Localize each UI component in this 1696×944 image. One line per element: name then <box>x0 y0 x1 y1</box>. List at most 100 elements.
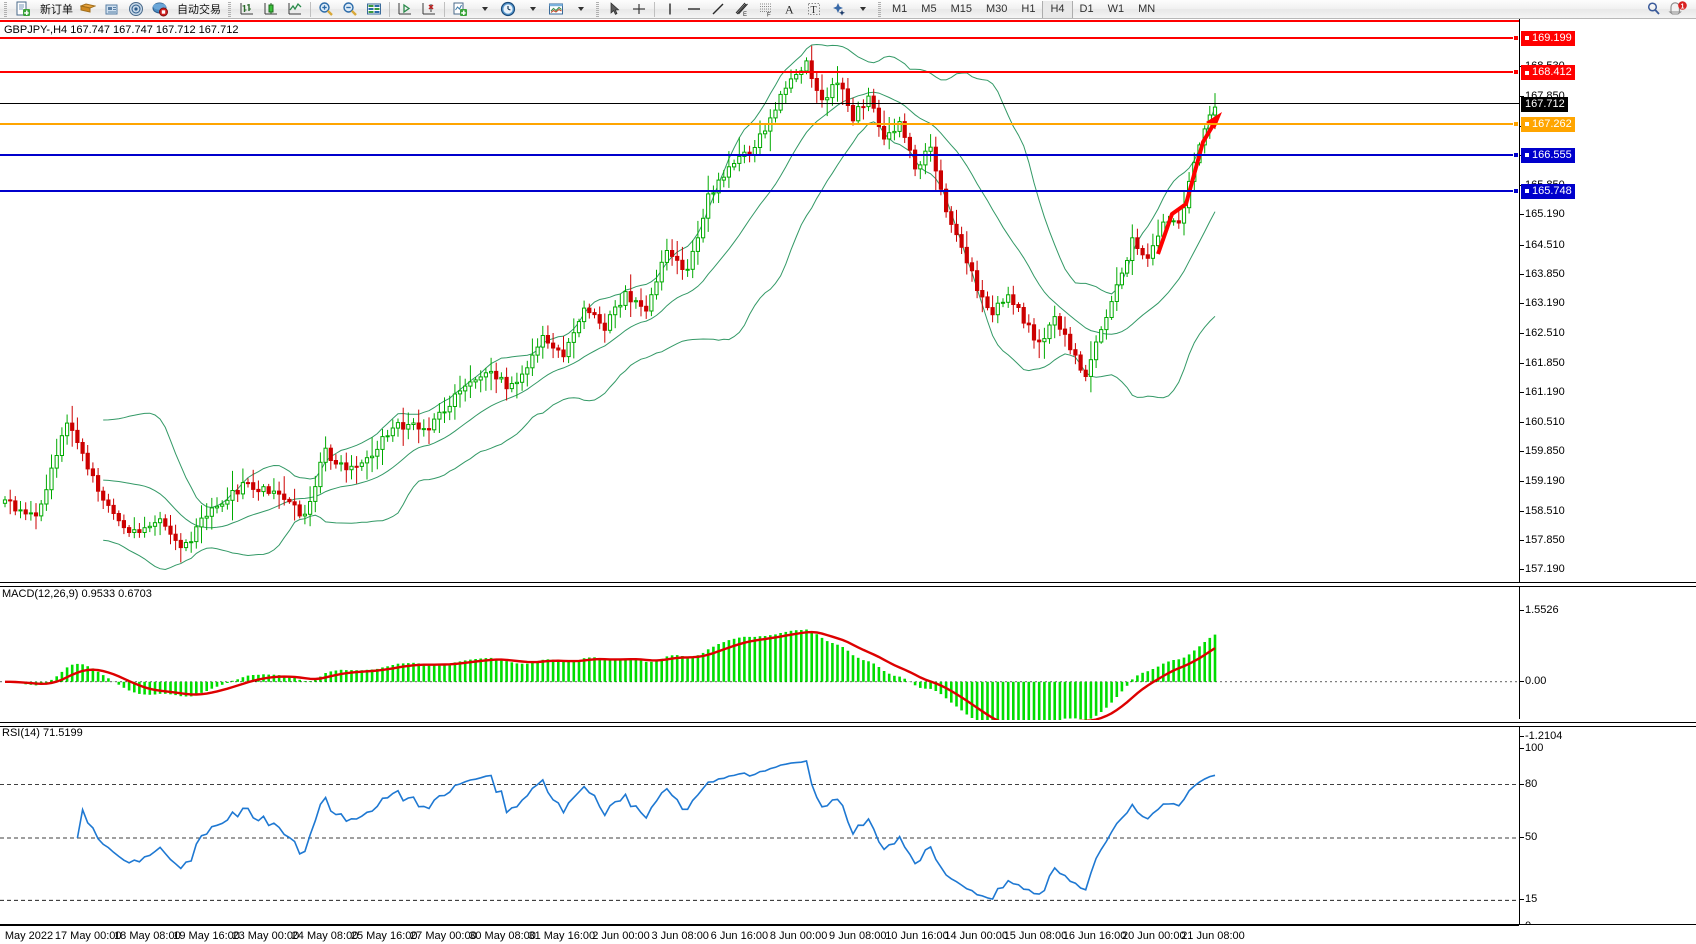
price-tick: 159.190 <box>1520 475 1696 487</box>
level-label-pivot[interactable]: 167.262 <box>1521 116 1575 132</box>
level-label-current-price[interactable]: 167.712 <box>1521 96 1568 112</box>
level-line-resistance-2[interactable] <box>0 69 1519 76</box>
level-line-current-price[interactable] <box>0 102 1519 104</box>
new-order-button[interactable]: 新订单 <box>40 3 73 16</box>
tick-dash <box>1520 540 1524 542</box>
tick-dash <box>1520 214 1524 216</box>
price-tick: 160.510 <box>1520 416 1696 428</box>
toolbar-grip-3[interactable] <box>594 1 601 17</box>
text-label-icon[interactable]: A <box>778 0 802 18</box>
level-line-resistance-1[interactable] <box>0 34 1519 41</box>
objects-list-dropdown[interactable] <box>850 0 874 18</box>
tick-dash <box>1520 303 1524 305</box>
level-line-support-2[interactable] <box>0 187 1519 194</box>
timeframe-m1[interactable]: M1 <box>892 3 908 15</box>
timeframe-m5[interactable]: M5 <box>921 3 937 15</box>
horizontal-line-icon[interactable] <box>682 0 706 18</box>
templates-icon[interactable] <box>544 0 568 18</box>
bar-chart-icon[interactable] <box>235 0 259 18</box>
signals-icon[interactable] <box>124 0 148 18</box>
news-icon[interactable] <box>100 0 124 18</box>
tick-dash <box>1520 569 1524 571</box>
level-handle[interactable] <box>1513 187 1519 194</box>
add-indicator-icon[interactable] <box>448 0 472 18</box>
time-label: 17 May 00:00 <box>54 930 122 942</box>
objects-list-icon[interactable] <box>826 0 850 18</box>
tick-dash <box>1520 391 1524 393</box>
time-label: 8 Jun 00:00 <box>769 930 828 942</box>
data-window-icon[interactable] <box>362 0 386 18</box>
period-dropdown[interactable] <box>520 0 544 18</box>
timeframe-d1[interactable]: D1 <box>1079 3 1094 15</box>
tick-dash <box>1520 333 1524 335</box>
time-axis[interactable]: May 2022 17 May 00:00 18 May 08:00 19 May 1… <box>0 924 1696 944</box>
tick-dash <box>1520 244 1524 246</box>
level-handle[interactable] <box>1513 151 1519 158</box>
tick-dash <box>1520 736 1524 737</box>
time-label: 31 May 16:00 <box>528 930 596 942</box>
chevron-down-icon <box>860 7 866 11</box>
svg-text:T: T <box>811 5 817 16</box>
level-handle[interactable] <box>1513 69 1519 76</box>
macd-plot[interactable] <box>0 587 1519 720</box>
level-label-support-1[interactable]: 166.555 <box>1521 147 1575 163</box>
zoom-out-icon[interactable] <box>338 0 362 18</box>
auto-trading-icon[interactable] <box>148 0 172 18</box>
rsi-tick: 50 <box>1520 831 1696 843</box>
equidistant-channel-icon[interactable]: E <box>730 0 754 18</box>
level-handle[interactable] <box>1513 34 1519 41</box>
timeframe-m30[interactable]: M30 <box>985 3 1008 15</box>
tick-dash <box>1520 451 1524 453</box>
text-box-icon[interactable]: T <box>802 0 826 18</box>
trendline-icon[interactable] <box>706 0 730 18</box>
toolbar-grip[interactable] <box>2 1 9 17</box>
auto-trading-button[interactable]: 自动交易 <box>177 3 221 16</box>
chart-shift-icon[interactable] <box>417 0 441 18</box>
line-chart-icon[interactable] <box>283 0 307 18</box>
period-clock-icon[interactable] <box>496 0 520 18</box>
toolbar-grip-4[interactable] <box>876 1 883 17</box>
price-tick: 159.850 <box>1520 445 1696 457</box>
price-axis-line <box>1519 19 1520 719</box>
folder-icon[interactable] <box>76 0 100 18</box>
level-label-resistance-2[interactable]: 168.412 <box>1521 65 1575 81</box>
zoom-in-icon[interactable] <box>314 0 338 18</box>
timeframe-w1[interactable]: W1 <box>1107 3 1125 15</box>
search-magnifier-icon[interactable] <box>1642 0 1666 18</box>
rsi-plot[interactable] <box>0 726 1519 907</box>
fibonacci-retracement-icon[interactable]: F <box>754 0 778 18</box>
macd-tick: 1.5526 <box>1520 604 1696 616</box>
macd-label: MACD(12,26,9) 0.9533 0.6703 <box>2 588 152 600</box>
timeframe-h4[interactable]: H4 <box>1042 0 1073 18</box>
crosshair-icon[interactable] <box>627 0 651 18</box>
price-chart-plot[interactable] <box>0 22 1519 584</box>
templates-dropdown[interactable] <box>568 0 592 18</box>
timeframe-mn[interactable]: MN <box>1138 3 1156 15</box>
timeframe-h1[interactable]: H1 <box>1021 3 1036 15</box>
tick-dash <box>1520 680 1524 682</box>
level-line-pivot[interactable] <box>0 120 1519 127</box>
chevron-down-icon <box>482 7 488 11</box>
toolbar-separator-1 <box>310 1 311 17</box>
level-line-support-1[interactable] <box>0 151 1519 158</box>
level-handle[interactable] <box>1513 120 1519 127</box>
vertical-line-icon[interactable] <box>658 0 682 18</box>
macd-rsi-separator[interactable] <box>0 722 1696 727</box>
level-label-resistance-1[interactable]: 169.199 <box>1521 30 1575 46</box>
level-label-support-2[interactable]: 165.748 <box>1521 183 1575 199</box>
timeframe-m15[interactable]: M15 <box>950 3 972 15</box>
time-label: 6 Jun 16:00 <box>710 930 769 942</box>
price-tick: 157.850 <box>1520 534 1696 546</box>
candlestick-chart-icon[interactable] <box>259 0 283 18</box>
timeframe-bar: M1 M5 M15 M30 H1 H4 D1 W1 MN <box>885 0 1162 18</box>
cursor-arrow-icon[interactable] <box>603 0 627 18</box>
price-macd-separator[interactable] <box>0 582 1696 587</box>
notification-bell-icon[interactable]: 1 <box>1666 0 1690 18</box>
new-order-icon[interactable] <box>11 0 35 18</box>
auto-scroll-icon[interactable] <box>393 0 417 18</box>
toolbar-grip-2[interactable] <box>226 1 233 17</box>
add-indicator-dropdown[interactable] <box>472 0 496 18</box>
time-label: 27 May 00:00 <box>410 930 477 942</box>
chart-canvas[interactable]: GBPJPY-,H4 167.747 167.747 167.712 167.7… <box>0 19 1696 944</box>
tick-dash <box>1520 480 1524 482</box>
